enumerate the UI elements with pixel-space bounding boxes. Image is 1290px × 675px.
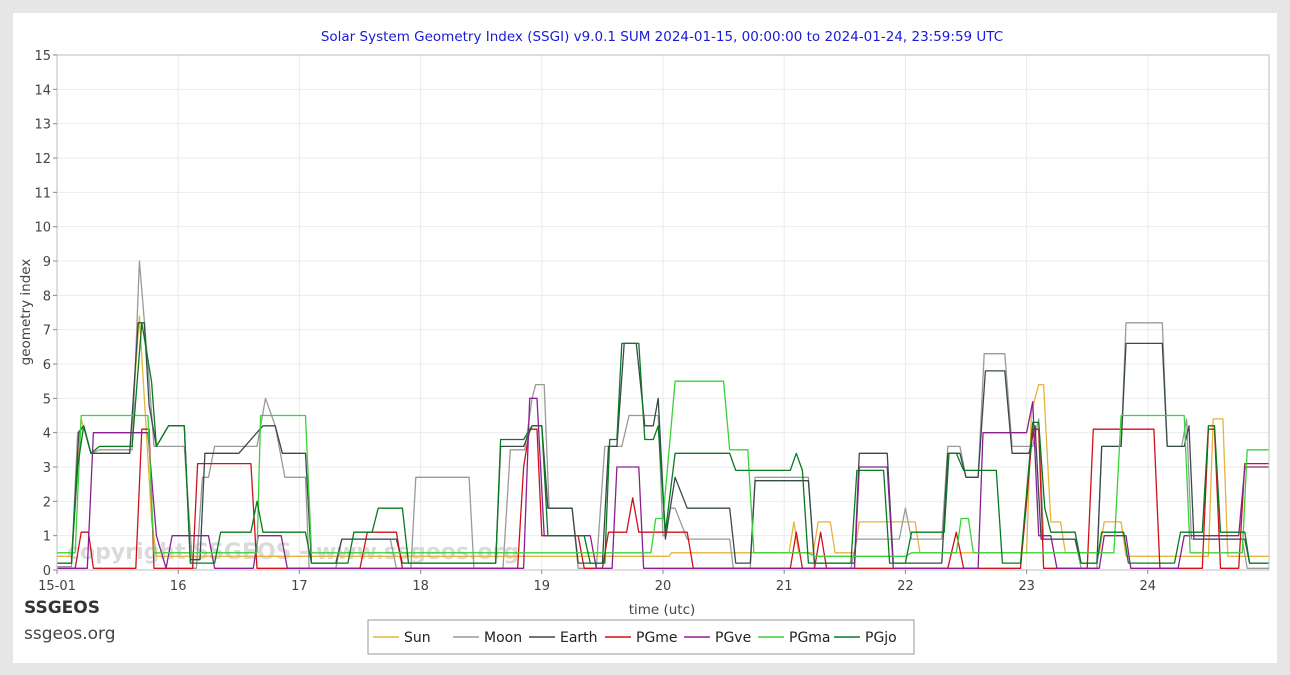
x-tick-label: 16 xyxy=(170,579,187,594)
legend-label: PGma xyxy=(789,630,831,646)
x-tick-label: 18 xyxy=(412,579,429,594)
legend-label: PGme xyxy=(636,630,678,646)
legend-item-moon[interactable]: Moon xyxy=(453,630,522,646)
x-tick-label: 17 xyxy=(291,579,308,594)
brand-url[interactable]: ssgeos.org xyxy=(24,624,116,644)
series-line-pgma xyxy=(57,380,1269,557)
x-axis-label: time (utc) xyxy=(629,602,696,618)
x-tick-label: 15-01 xyxy=(38,579,76,594)
y-tick-label: 4 xyxy=(43,427,51,442)
y-axis-label: geometry index xyxy=(18,259,34,366)
legend-label: Moon xyxy=(484,630,522,646)
y-tick-label: 1 xyxy=(43,530,51,545)
legend-label: Earth xyxy=(560,630,598,646)
y-tick-label: 8 xyxy=(43,289,51,304)
series-line-sun xyxy=(57,315,1269,557)
series-line-pgme xyxy=(57,428,1269,569)
y-tick-label: 9 xyxy=(43,255,51,270)
legend-item-pgjo[interactable]: PGjo xyxy=(834,630,897,646)
chart-title: Solar System Geometry Index (SSGI) v9.0.… xyxy=(321,29,1003,45)
legend-label: PGve xyxy=(715,630,751,646)
x-tick-label: 19 xyxy=(534,579,551,594)
grid xyxy=(56,54,1269,571)
y-tick-label: 15 xyxy=(34,49,51,64)
brand-name: SSGEOS xyxy=(24,598,100,618)
series-lines xyxy=(57,260,1269,569)
series-line-earth xyxy=(57,322,1269,564)
y-tick-label: 6 xyxy=(43,358,51,373)
chart-svg: copyright SSGEOS - www.ssgeos.org 012345… xyxy=(18,29,1270,655)
legend-label: PGjo xyxy=(865,630,897,646)
series-line-pgjo xyxy=(57,322,1269,564)
legend-item-sun[interactable]: Sun xyxy=(373,630,431,646)
y-tick-label: 14 xyxy=(34,83,51,98)
legend-item-earth[interactable]: Earth xyxy=(529,630,598,646)
legend-label: Sun xyxy=(404,630,431,646)
x-tick-label: 22 xyxy=(897,579,914,594)
y-tick-label: 11 xyxy=(34,186,51,201)
legend-item-pgve[interactable]: PGve xyxy=(684,630,751,646)
x-tick-label: 21 xyxy=(776,579,793,594)
y-tick-label: 3 xyxy=(43,461,51,476)
legend-item-pgme[interactable]: PGme xyxy=(605,630,678,646)
x-tick-label: 23 xyxy=(1018,579,1035,594)
y-tick-label: 12 xyxy=(34,152,51,167)
y-tick-label: 0 xyxy=(43,564,51,579)
y-tick-label: 10 xyxy=(34,221,51,236)
y-tick-label: 7 xyxy=(43,324,51,339)
legend[interactable]: Sun Moon Earth PGme PGve PGma PGjo xyxy=(367,619,915,655)
series-line-pgve xyxy=(57,397,1269,569)
y-tick-label: 13 xyxy=(34,118,51,133)
y-tick-label: 2 xyxy=(43,495,51,510)
x-tick-label: 20 xyxy=(655,579,672,594)
legend-item-pgma[interactable]: PGma xyxy=(758,630,831,646)
y-tick-label: 5 xyxy=(43,392,51,407)
x-tick-label: 24 xyxy=(1140,579,1157,594)
